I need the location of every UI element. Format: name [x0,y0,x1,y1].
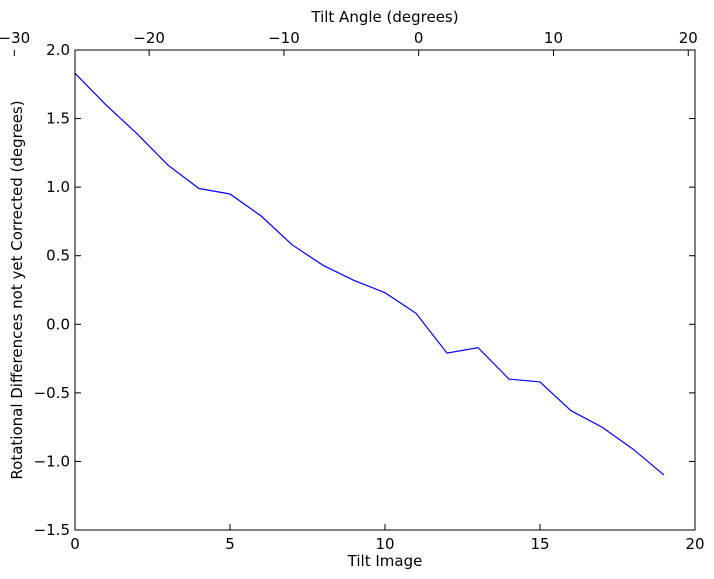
y-tick-label: 2.0 [46,41,70,59]
top-x-tick-label: −20 [133,29,165,47]
x-axis-title: Tilt Image [347,552,423,570]
top-x-tick-label: −10 [268,29,300,47]
top-x-tick-label: 0 [414,29,424,47]
y-tick-label: −0.5 [34,384,70,402]
y-tick-label: −1.0 [34,452,70,470]
x-tick-label: 5 [225,535,235,553]
x-tick-label: 20 [685,535,704,553]
tick-layer: 0 5 10 15 20 −1.5 −1.0 −0.5 0.0 0.5 1.0 1.5 2.0 −30 −2… [0,29,705,553]
top-x-axis-title: Tilt Angle (degrees) [310,8,458,26]
y-tick-label: −1.5 [34,521,70,539]
y-tick-label: 0.5 [46,247,70,265]
y-tick-label: 1.0 [46,178,70,196]
series-line [74,72,665,476]
x-tick-label: 0 [70,535,80,553]
y-axis-title: Rotational Differences not yet Corrected… [8,100,26,479]
top-x-tick-label: −30 [0,29,30,47]
y-tick-label: 1.5 [46,110,70,128]
x-tick-label: 10 [375,535,394,553]
x-tick-label: 15 [530,535,549,553]
top-x-tick-label: 10 [544,29,563,47]
y-tick-label: 0.0 [46,315,70,333]
series-layer [74,72,665,476]
top-x-tick-label: 20 [679,29,698,47]
